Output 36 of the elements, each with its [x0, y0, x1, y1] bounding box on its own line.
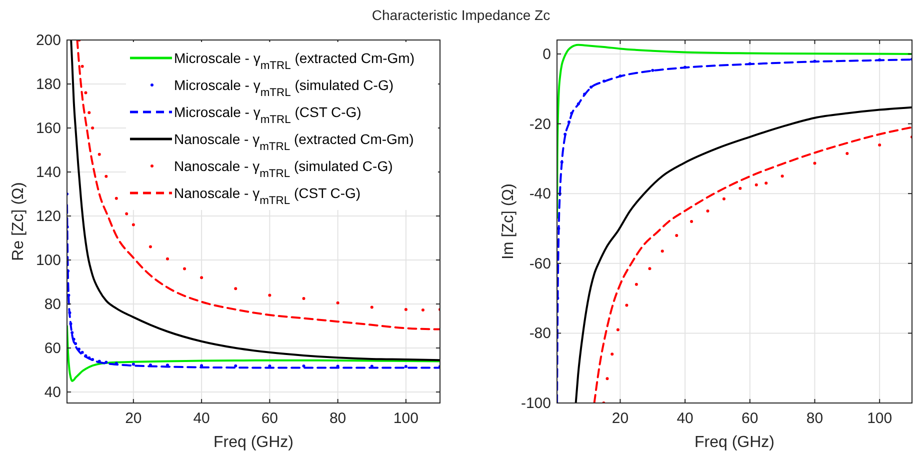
x-tick-label: 100	[393, 410, 418, 427]
x-tick-label: 40	[676, 410, 694, 427]
y-tick-label: 120	[36, 208, 61, 225]
legend-label: Microscale - γ$_{mTRL}$ (simulated C-G)	[174, 77, 394, 99]
y-axis-title: Re [Zc] (Ω)	[10, 182, 27, 261]
y-tick-label: -80	[529, 325, 551, 342]
x-tick-label: 80	[329, 410, 346, 427]
y-tick-label: 200	[36, 32, 61, 49]
y-tick-label: -20	[529, 116, 551, 133]
x-tick-label: 60	[742, 410, 758, 427]
x-tick-label: 20	[612, 410, 629, 427]
y-tick-label: 80	[44, 296, 61, 313]
x-tick-label: 80	[806, 410, 824, 427]
y-tick-label: -60	[529, 255, 551, 272]
chart-title: Characteristic Impedance Zc	[372, 7, 550, 23]
x-tick-label: 40	[193, 410, 210, 427]
y-tick-label: 0	[542, 46, 551, 63]
legend-label: Nanoscale - γ$_{mTRL}$ (CST C-G)	[174, 185, 361, 207]
legend-label: Nanoscale - γ$_{mTRL}$ (simulated C-G)	[174, 158, 393, 180]
y-tick-label: 60	[44, 340, 61, 357]
x-axis-title: Freq (GHz)	[694, 434, 774, 451]
y-tick-label: 100	[36, 252, 61, 269]
y-tick-label: 140	[36, 164, 61, 181]
y-tick-label: -40	[529, 186, 551, 203]
y-tick-label: -100	[520, 395, 551, 412]
y-tick-label: 160	[36, 120, 61, 137]
legend-label: Microscale - γ$_{mTRL}$ (CST C-G)	[174, 104, 362, 126]
y-tick-label: 180	[36, 76, 61, 93]
x-tick-label: 100	[867, 410, 892, 427]
x-tick-label: 60	[261, 410, 278, 427]
x-tick-label: 20	[125, 410, 142, 427]
x-axis-title: Freq (GHz)	[214, 434, 294, 451]
y-tick-label: 40	[44, 384, 61, 401]
y-axis-title: Im [Zc] (Ω)	[500, 184, 517, 260]
legend-label: Microscale - γ$_{mTRL}$ (extracted Cm-Gm)	[174, 50, 415, 72]
legend-label: Nanoscale - γ$_{mTRL}$ (extracted Cm-Gm)	[174, 131, 414, 153]
